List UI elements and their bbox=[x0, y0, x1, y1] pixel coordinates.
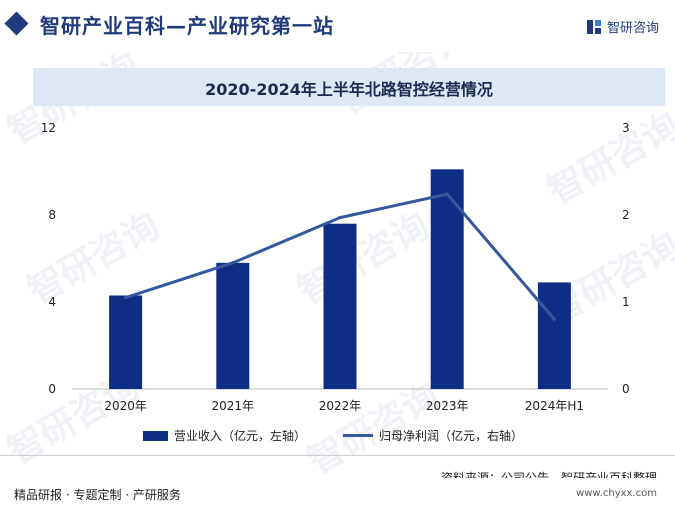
x-tick-label: 2020年 bbox=[104, 399, 147, 413]
footer-slogan: 精品研报 · 专题定制 · 产研服务 bbox=[14, 488, 181, 502]
y-right-tick-label: 0 bbox=[622, 382, 630, 396]
y-left-tick-label: 8 bbox=[48, 208, 56, 222]
legend-line-swatch bbox=[343, 434, 373, 437]
x-tick-label: 2023年 bbox=[426, 399, 469, 413]
chart-title: 2020-2024年上半年北路智控经营情况 bbox=[205, 80, 493, 99]
y-right-tick-label: 1 bbox=[622, 295, 630, 309]
divider bbox=[0, 455, 675, 456]
logo-icon bbox=[586, 19, 601, 34]
logo-text: 智研咨询 bbox=[606, 21, 659, 36]
header: 智研产业百科—产业研究第一站 智研咨询 bbox=[0, 0, 675, 52]
y-right-tick-label: 2 bbox=[622, 208, 630, 222]
header-title: 智研产业百科—产业研究第一站 bbox=[40, 14, 334, 38]
legend: 营业收入（亿元，左轴） 归母净利润（亿元，右轴） bbox=[0, 427, 675, 445]
line-point-net-profit bbox=[231, 261, 235, 265]
line-point-net-profit bbox=[338, 216, 342, 220]
bar-revenue bbox=[323, 223, 357, 389]
y-left-tick-label: 0 bbox=[48, 382, 56, 396]
x-tick-label: 2024年H1 bbox=[525, 399, 584, 413]
logo: 智研咨询 bbox=[586, 17, 659, 36]
diamond-icon bbox=[4, 11, 29, 36]
legend-label-revenue: 营业收入（亿元，左轴） bbox=[174, 429, 307, 443]
line-point-net-profit bbox=[552, 317, 556, 321]
footer-url: www.chyxx.com bbox=[576, 488, 657, 499]
bar-revenue bbox=[537, 282, 571, 389]
y-right-tick-label: 3 bbox=[622, 121, 630, 135]
line-point-net-profit bbox=[445, 192, 449, 196]
x-tick-label: 2021年 bbox=[212, 399, 255, 413]
line-point-net-profit bbox=[124, 296, 128, 300]
bar-revenue bbox=[430, 169, 464, 389]
bar-revenue bbox=[109, 295, 143, 389]
legend-item-revenue: 营业收入（亿元，左轴） bbox=[143, 427, 306, 444]
chart-title-bar: 2020-2024年上半年北路智控经营情况 bbox=[33, 68, 665, 106]
legend-label-profit: 归母净利润（亿元，右轴） bbox=[379, 429, 524, 443]
x-tick-label: 2022年 bbox=[319, 399, 362, 413]
bar-revenue bbox=[216, 262, 250, 389]
y-left-tick-label: 12 bbox=[41, 121, 56, 135]
legend-bar-swatch bbox=[143, 430, 168, 441]
footer: 精品研报 · 专题定制 · 产研服务 www.chyxx.com bbox=[0, 478, 675, 512]
legend-item-profit: 归母净利润（亿元，右轴） bbox=[343, 427, 523, 444]
y-left-tick-label: 4 bbox=[48, 295, 56, 309]
